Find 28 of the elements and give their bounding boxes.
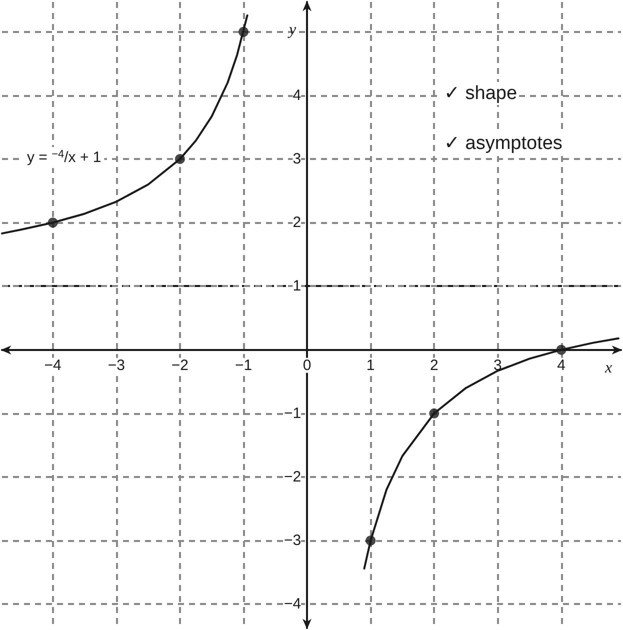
x-tick-label: 4 [557, 356, 566, 374]
x-tick-label: 0 [302, 356, 312, 374]
y-tick-label: −2 [284, 468, 302, 486]
point [174, 154, 185, 164]
point [48, 218, 58, 228]
point [366, 536, 376, 546]
y-tick-label: 3 [292, 150, 302, 168]
x-tick-label: −2 [171, 356, 188, 374]
y-tick-label: −4 [284, 596, 302, 613]
y-axis-title: y [287, 22, 298, 38]
point [429, 408, 440, 418]
x-tick-label: −1 [234, 356, 252, 374]
x-tick-label: 3 [494, 356, 502, 374]
x-tick-label: 2 [430, 356, 438, 374]
annotation: ✓ shape [444, 83, 518, 104]
x-tick-label: −3 [108, 356, 125, 374]
x-tick-label: −4 [44, 356, 62, 374]
point [556, 344, 566, 355]
x-tick-label: 1 [366, 356, 375, 374]
line-series [1, 14, 248, 234]
x-axis-title: x [604, 359, 612, 376]
y-tick-label: 1 [292, 278, 302, 295]
y-tick-label: 2 [292, 214, 302, 232]
y-tick-label: 4 [292, 86, 302, 104]
point [238, 26, 248, 37]
annotation: ✓ asymptotes [444, 133, 562, 154]
y-tick-label: −3 [284, 532, 302, 550]
y-tick-label: −1 [284, 404, 302, 422]
